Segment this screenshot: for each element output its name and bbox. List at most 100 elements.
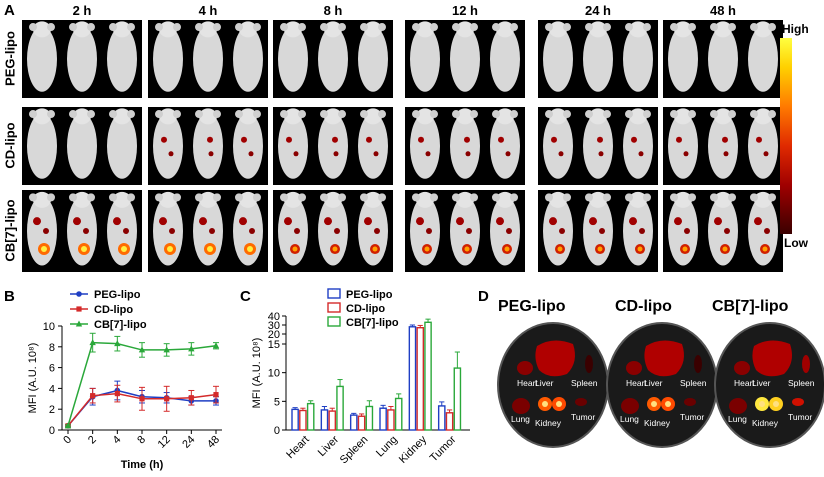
mouse-ear [29,110,37,119]
mouse-image-tile [148,20,268,98]
mouse-head [549,21,567,38]
x-tick-label: Lung [374,434,400,460]
mouse-body [358,26,388,92]
mouse-image [410,21,520,92]
mouse-head [199,191,217,208]
mouse-ear [298,193,306,202]
x-tick-label: 8 [135,434,148,447]
fluorescence-spot [161,136,167,143]
mouse-body [67,113,97,179]
mouse-ear [109,110,117,119]
spleen-signal [585,355,593,373]
mouse-ear [492,23,500,32]
y-tick-label: 0 [49,425,55,437]
mouse-ear [492,193,500,202]
data-point [114,391,120,397]
organ-label: Heart [626,378,647,388]
data-point [90,393,96,399]
mouse-ear [360,23,368,32]
lung-signal [512,398,530,414]
mouse-ear [127,110,135,119]
fluorescence-spot [33,217,41,226]
y-axis-label: MFI (A.U. 10⁸) [27,343,39,414]
mouse-body [450,113,480,179]
lung-signal [621,398,639,414]
mouse-ear [195,23,203,32]
mouse-head [239,108,257,125]
panel-d-letter: D [478,288,489,305]
mouse-ear [195,110,203,119]
mouse [490,108,520,179]
data-point [213,392,219,398]
dish-title: CD-lipo [615,298,672,315]
mouse-ear [710,23,718,32]
mouse-ear [430,23,438,32]
mouse-body [410,196,440,266]
time-point-label: 24 h [584,3,611,18]
bar [306,402,315,431]
mouse-body [450,196,480,266]
mouse-head [496,21,514,38]
mouse-ear [670,193,678,202]
fluorescence-spot [123,228,129,234]
mouse [583,108,613,179]
mouse-ear [470,193,478,202]
fluorescence-spot [43,228,49,234]
mouse [233,21,263,92]
organ-dish: Heart Liver Spleen Lung Kidney Tumor [497,322,609,448]
fluorescence-spot [724,228,730,234]
kidney-core [665,401,671,407]
organ-dish: Heart Liver Spleen Lung Kidney Tumor [606,322,718,448]
fluorescence-spot [364,217,372,226]
tumor-spot [41,246,47,253]
mouse-head [33,108,51,125]
legend-marker [76,306,82,312]
fluorescence-spot [549,217,557,226]
mouse-ear [768,193,776,202]
tumor-spot [121,246,127,253]
time-point-label: 8 h [323,3,343,18]
mouse-head [589,108,607,125]
mouse [623,191,653,266]
mouse [748,191,778,266]
lung-signal [729,398,747,414]
tumor-spot [597,246,603,252]
mouse-body [410,113,440,179]
data-point [188,395,194,401]
mouse-image [278,191,388,266]
mouse-ear [253,193,261,202]
mouse-image-tile [22,107,142,185]
fluorescence-spot [366,136,372,143]
mouse [623,21,653,92]
x-tick-label: Heart [284,434,312,462]
mouse-ear [563,193,571,202]
row-label: PEG-lipo [2,31,18,86]
mouse-ear [338,23,346,32]
mouse-ear [235,110,243,119]
mouse-ear [69,23,77,32]
time-point-label: 2 h [72,3,92,18]
bar [416,327,425,431]
mouse-ear [750,193,758,202]
mouse-head [629,108,647,125]
data-point [188,345,195,352]
bar [445,412,454,431]
mouse-body [67,26,97,92]
organ-label: Lung [620,414,639,424]
bar [365,405,374,431]
fluorescence-spot [631,136,637,143]
organ-label: Kidney [752,418,779,428]
bar [394,397,403,431]
mouse-ear [173,110,181,119]
mouse-ear [338,110,346,119]
organ-label: Heart [734,378,755,388]
tumor-spot [464,246,470,252]
mouse-ear [253,23,261,32]
mouse-body [107,26,137,92]
mouse-ear [378,23,386,32]
data-point [89,339,96,346]
tumor-signal [684,398,696,406]
fluorescence-spot [286,136,292,143]
mouse-body [107,113,137,179]
